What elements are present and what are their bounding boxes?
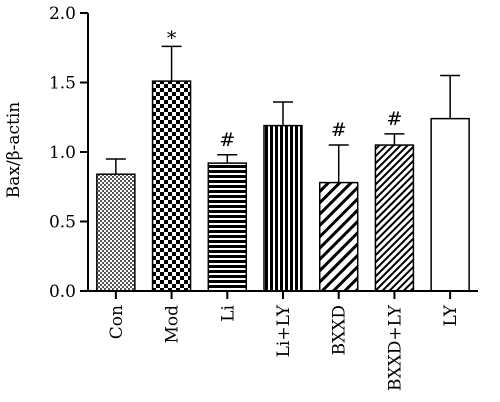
y-axis-title: Bax/β-actin bbox=[4, 102, 24, 198]
significance-mark: # bbox=[331, 119, 347, 141]
y-axis: 0.0 0.5 1.0 1.5 2.0 bbox=[49, 4, 89, 302]
x-tick-label: Li+LY bbox=[274, 304, 294, 357]
significance-mark: * bbox=[167, 27, 177, 49]
x-tick-label: Mod bbox=[163, 305, 183, 344]
bar-li-ly bbox=[263, 124, 303, 292]
y-tick-label: 2.0 bbox=[49, 4, 76, 24]
y-tick-label: 1.5 bbox=[49, 74, 76, 94]
bar-ly bbox=[430, 117, 470, 292]
x-tick-label: BXXD+LY bbox=[385, 304, 405, 391]
significance-mark: # bbox=[219, 129, 235, 151]
x-tick-label: Con bbox=[107, 305, 127, 339]
bars-group: * # # # bbox=[96, 27, 470, 292]
bar-bxxd-ly bbox=[374, 144, 415, 292]
bar-mod bbox=[151, 80, 192, 292]
significance-mark: # bbox=[386, 108, 402, 130]
y-tick-label: 0.0 bbox=[49, 282, 76, 302]
bar-con bbox=[96, 173, 136, 292]
x-tick-label: Li bbox=[218, 304, 238, 321]
x-axis: Con Mod Li Li+LY BXXD BXXD+LY LY bbox=[88, 290, 478, 391]
bar-li bbox=[207, 162, 248, 292]
x-tick-label: BXXD bbox=[330, 305, 350, 355]
bar-bxxd bbox=[318, 181, 359, 292]
x-tick-label: LY bbox=[441, 304, 461, 326]
y-tick-label: 0.5 bbox=[49, 213, 76, 233]
y-tick-label: 1.0 bbox=[49, 143, 76, 163]
